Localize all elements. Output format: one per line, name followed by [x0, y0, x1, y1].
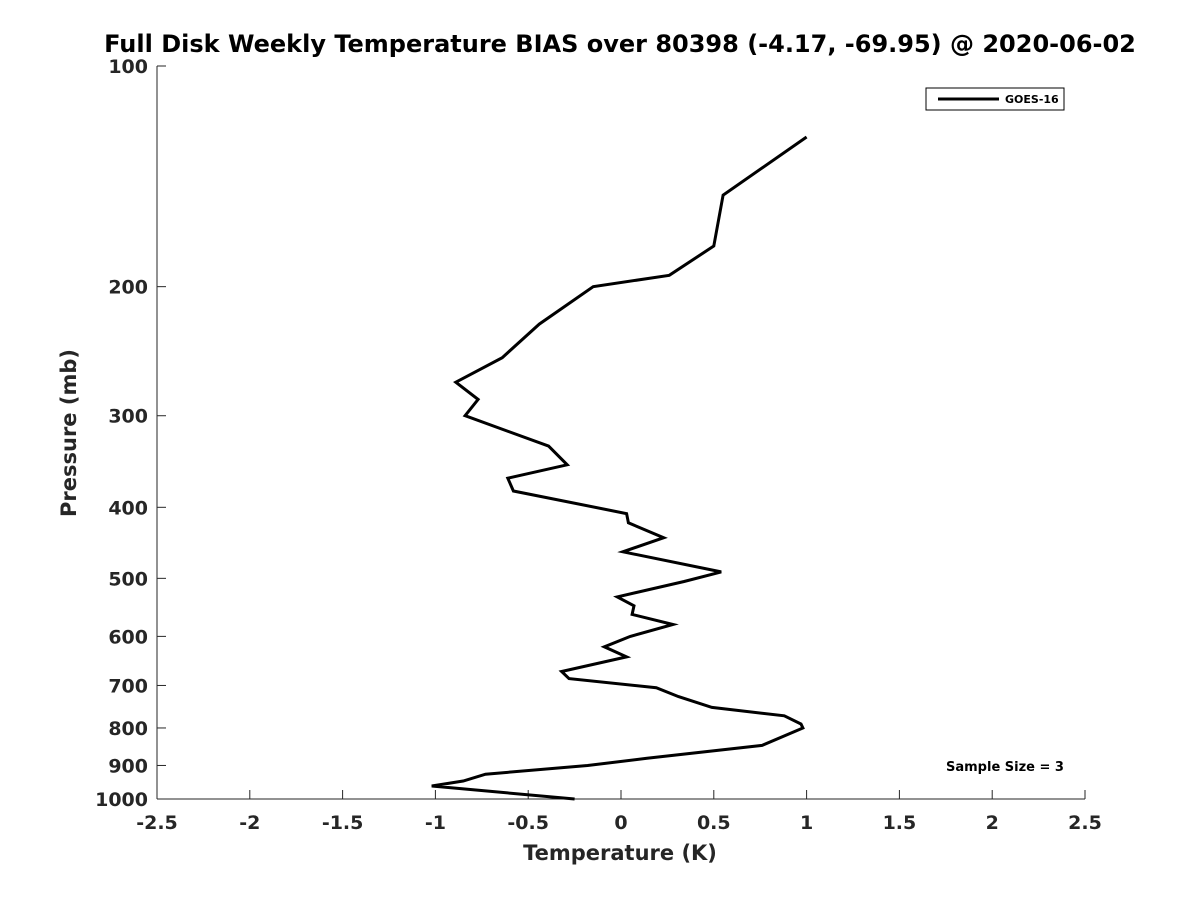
chart-title: Full Disk Weekly Temperature BIAS over 8…: [104, 30, 1136, 58]
x-tick-label: 0: [614, 812, 627, 834]
y-tick-label: 500: [108, 568, 148, 590]
y-tick-label: 300: [108, 406, 148, 428]
sample-size-annotation: Sample Size = 3: [946, 760, 1064, 775]
y-tick-label: 200: [108, 277, 148, 299]
y-tick-label: 400: [108, 497, 148, 519]
y-tick-label: 100: [108, 56, 148, 78]
x-tick-label: -2: [239, 812, 260, 834]
plot-area: [431, 135, 808, 801]
y-tick-label: 700: [108, 675, 148, 697]
x-tick-label: -1: [425, 812, 446, 834]
axes: -2.5 -2 -1.5 -1 -0.5 0 0.5 1 1.5 2 2.5 100 200 300 400…: [95, 56, 1102, 834]
x-tick-label: 1: [800, 812, 813, 834]
x-tick-label: -1.5: [322, 812, 364, 834]
y-axis-label: Pressure (mb): [57, 349, 81, 517]
x-tick-label: 2: [986, 812, 999, 834]
legend-label-goes-16: GOES-16: [1005, 93, 1059, 106]
legend: GOES-16: [925, 87, 1065, 111]
x-tick-label: 1.5: [883, 812, 917, 834]
x-axis-label: Temperature (K): [523, 841, 717, 865]
series-line-goes-16: [431, 135, 808, 801]
y-tick-label: 1000: [95, 789, 148, 811]
y-tick-label: 900: [108, 755, 148, 777]
x-tick-label: 0.5: [697, 812, 731, 834]
x-tick-label: 2.5: [1068, 812, 1102, 834]
y-tick-label: 800: [108, 718, 148, 740]
y-tick-label: 600: [108, 626, 148, 648]
x-tick-label: -0.5: [507, 812, 549, 834]
x-tick-label: -2.5: [136, 812, 178, 834]
